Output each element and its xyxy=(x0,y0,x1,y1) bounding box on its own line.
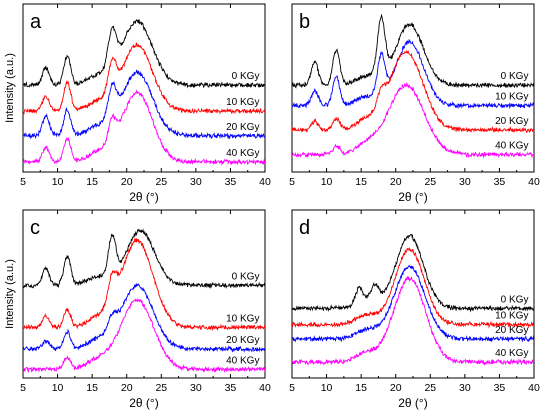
series-label: 0 KGy xyxy=(232,71,260,82)
x-tick-label: 5 xyxy=(20,176,26,188)
x-tick-label: 5 xyxy=(289,382,295,394)
x-tick-label: 10 xyxy=(52,382,64,394)
x-tick-label: 40 xyxy=(528,176,540,188)
panel-letter: d xyxy=(299,217,310,239)
x-tick-label: 35 xyxy=(225,176,237,188)
plot-frame xyxy=(22,209,266,379)
x-tick-label: 30 xyxy=(190,382,202,394)
series-label: 0 KGy xyxy=(501,294,529,305)
x-tick-label: 30 xyxy=(190,176,202,188)
panel-letter: b xyxy=(299,11,310,33)
x-tick-label: 5 xyxy=(289,176,295,188)
series-label: 10 KGy xyxy=(495,310,528,321)
x-tick-label: 40 xyxy=(259,176,271,188)
series-label: 0 KGy xyxy=(232,271,260,282)
x-tick-label: 20 xyxy=(390,382,402,394)
x-tick-label: 20 xyxy=(121,176,133,188)
x-tick-label: 15 xyxy=(86,382,98,394)
x-tick-label: 20 xyxy=(121,382,133,394)
series-label: 10 KGy xyxy=(226,313,259,324)
y-axis-title: Intensity (a.u.) xyxy=(4,53,16,123)
series-label: 40 KGy xyxy=(226,355,259,366)
series-label: 20 KGy xyxy=(226,335,259,346)
series-line xyxy=(23,89,265,166)
series-label: 20 KGy xyxy=(226,122,259,133)
x-tick-label: 30 xyxy=(459,382,471,394)
x-tick-label: 15 xyxy=(355,176,367,188)
x-tick-label: 40 xyxy=(528,382,540,394)
panel-letter: a xyxy=(30,11,42,33)
series-line xyxy=(23,282,265,353)
x-tick-label: 15 xyxy=(355,382,367,394)
x-axis-title: 2θ (°) xyxy=(129,190,158,204)
series-line xyxy=(292,82,534,159)
series-label: 40 KGy xyxy=(226,148,259,159)
series-line xyxy=(23,228,265,289)
x-tick-label: 25 xyxy=(424,176,436,188)
x-axis-title: 2θ (°) xyxy=(398,190,427,204)
series-line xyxy=(292,264,534,343)
x-tick-label: 10 xyxy=(52,176,64,188)
series-line xyxy=(292,39,534,110)
x-tick-label: 35 xyxy=(494,382,506,394)
x-tick-label: 35 xyxy=(225,382,237,394)
x-axis-title: 2θ (°) xyxy=(129,396,158,410)
series-line xyxy=(23,69,265,140)
series-label: 20 KGy xyxy=(495,325,528,336)
x-tick-label: 25 xyxy=(424,382,436,394)
chart-panel-d: 5 10 15 20 25 30 35 40 0 KGy 10 KGy 20 KGy 40 KGy d 2… xyxy=(289,209,540,410)
series-line xyxy=(292,233,534,313)
series-label: 0 KGy xyxy=(501,71,529,82)
chart-panel-c: 5 10 15 20 25 30 35 40 0 KGy 10 KGy 20 KGy 40 KGy c 2… xyxy=(4,209,271,410)
series-line xyxy=(23,18,265,89)
series-line xyxy=(23,237,265,332)
series-label: 40 KGy xyxy=(495,141,528,152)
series-line xyxy=(292,49,534,134)
series-label: 20 KGy xyxy=(495,116,528,127)
x-tick-label: 15 xyxy=(86,176,98,188)
series-label: 10 KGy xyxy=(495,91,528,102)
series-line xyxy=(292,247,534,329)
chart-panel-b: 5 10 15 20 25 30 35 40 0 KGy 10 KGy 20 KGy 40 KGy b 2… xyxy=(289,3,540,204)
x-tick-label: 35 xyxy=(494,176,506,188)
x-tick-label: 25 xyxy=(155,382,167,394)
x-tick-label: 40 xyxy=(259,382,271,394)
chart-panel-a: 5 10 15 20 25 30 35 40 0 KGy 10 KGy 20 KGy 40 KGy a 2… xyxy=(4,3,271,204)
series-line xyxy=(23,42,265,115)
x-tick-label: 5 xyxy=(20,382,26,394)
series-label: 40 KGy xyxy=(495,348,528,359)
x-tick-label: 10 xyxy=(321,176,333,188)
x-tick-label: 20 xyxy=(390,176,402,188)
series-line xyxy=(292,13,534,89)
series-label: 10 KGy xyxy=(226,97,259,108)
x-tick-label: 30 xyxy=(459,176,471,188)
x-tick-label: 10 xyxy=(321,382,333,394)
panel-letter: c xyxy=(30,217,40,239)
x-tick-label: 25 xyxy=(155,176,167,188)
series-line xyxy=(292,275,534,367)
x-axis-title: 2θ (°) xyxy=(398,396,427,410)
series-line xyxy=(23,298,265,374)
y-axis-title: Intensity (a.u.) xyxy=(4,259,16,329)
